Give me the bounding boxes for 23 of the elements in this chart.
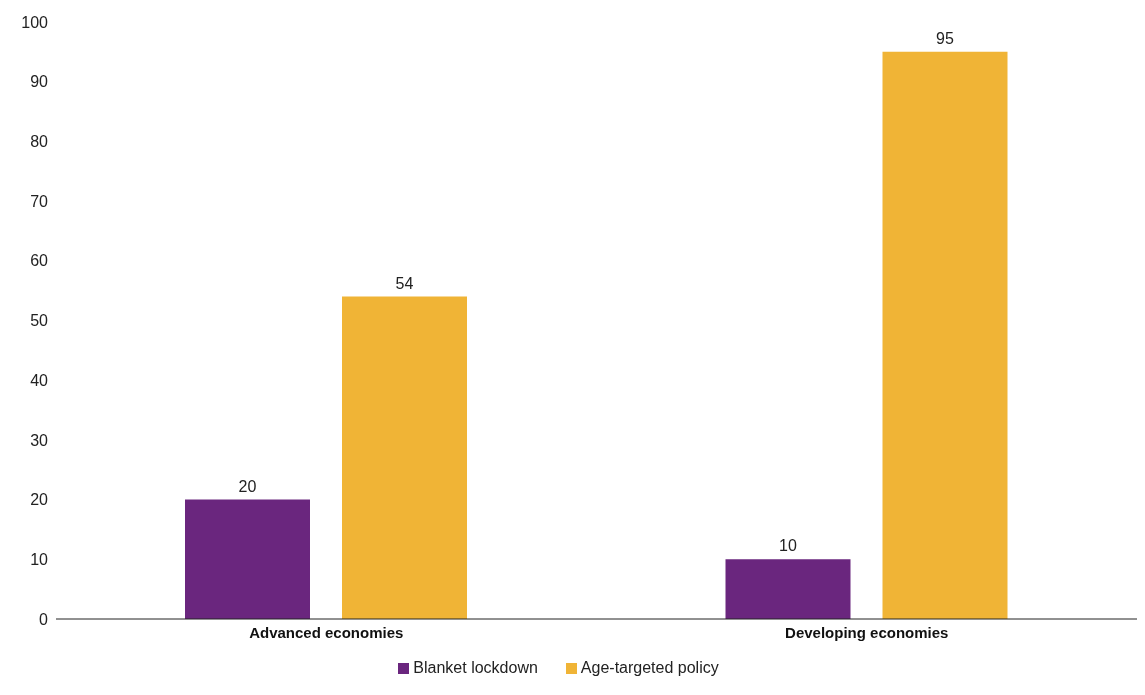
y-tick-label: 50 (30, 312, 49, 330)
bar (342, 296, 467, 619)
bar (725, 559, 851, 619)
x-tick-label: Developing economies (785, 623, 949, 641)
data-label: 54 (395, 274, 414, 292)
legend-label: Age-targeted policy (580, 659, 719, 676)
x-tick-label: Advanced economies (249, 623, 404, 641)
legend-label: Blanket lockdown (413, 659, 538, 676)
y-tick-label: 40 (30, 371, 49, 389)
y-tick-label: 100 (21, 13, 49, 31)
bar (882, 51, 1008, 619)
data-label: 95 (936, 29, 954, 47)
data-label: 20 (238, 477, 257, 495)
bar (185, 499, 310, 619)
y-tick-label: 60 (30, 252, 49, 270)
y-tick-label: 80 (30, 133, 49, 151)
y-tick-label: 20 (30, 491, 49, 509)
y-tick-label: 30 (30, 431, 49, 449)
y-tick-label: 70 (30, 192, 49, 210)
y-tick-label: 10 (30, 550, 49, 568)
y-tick-label: 90 (30, 73, 49, 91)
data-label: 10 (779, 537, 797, 555)
y-tick-label: 0 (39, 610, 49, 628)
